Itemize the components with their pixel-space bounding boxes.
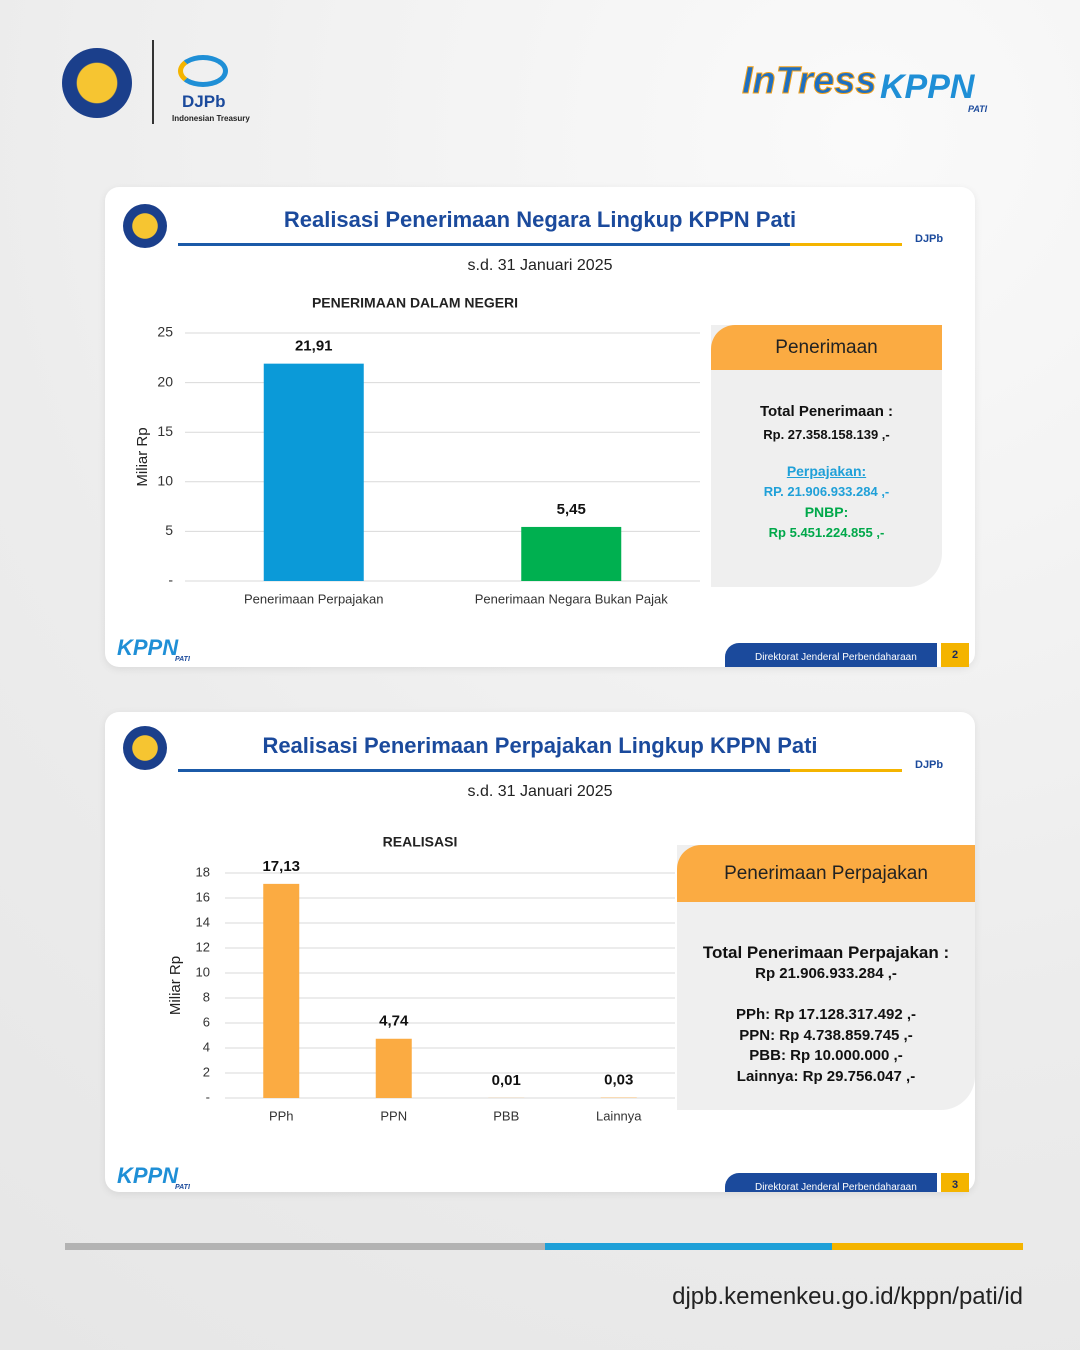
bar-decor xyxy=(832,1243,1023,1250)
intress-logo: InTress xyxy=(741,60,877,103)
djpb-logo: DJPb xyxy=(915,759,944,771)
panel-line: Rp 5.451.224.855 ,- xyxy=(768,525,885,540)
underline xyxy=(178,243,790,246)
slide-title: Realisasi Penerimaan Perpajakan Lingkup … xyxy=(262,733,818,758)
kppn-logo: KPPN xyxy=(117,635,179,660)
kppn-logo: KPPN xyxy=(117,1163,179,1188)
slide-date: s.d. 31 Januari 2025 xyxy=(467,257,613,274)
divider xyxy=(152,40,154,124)
panel-line: RP. 21.906.933.284 ,- xyxy=(763,484,890,499)
panel-line: PPh: Rp 17.128.317.492 ,- xyxy=(735,1006,917,1023)
panel-line: Rp 21.906.933.284 ,- xyxy=(755,965,897,982)
slide: Realisasi Penerimaan Perpajakan Lingkup … xyxy=(105,712,975,1193)
underline xyxy=(790,769,902,772)
slide-date: s.d. 31 Januari 2025 xyxy=(467,783,613,800)
emblem xyxy=(123,204,167,248)
panel-line: PPN: Rp 4.738.859.745 ,- xyxy=(739,1027,913,1044)
emblem xyxy=(123,726,167,770)
panel-line: Total Penerimaan Perpajakan : xyxy=(702,943,950,962)
djpb-mark xyxy=(178,55,228,87)
pati-logo: PATI xyxy=(175,1184,190,1191)
pati-logo: PATI xyxy=(968,104,988,114)
djpb-logo: DJPb xyxy=(182,92,226,111)
panel-line: Rp. 27.358.158.139 ,- xyxy=(763,427,890,442)
panel-line: Total Penerimaan : xyxy=(759,403,894,420)
info-panel: Penerimaan Perpajakan Total Penerimaan P… xyxy=(677,845,975,1110)
bar-decor xyxy=(545,1243,832,1250)
info-panel: Penerimaan Total Penerimaan : Rp. 27.358… xyxy=(711,325,942,587)
page-number: 2 xyxy=(941,643,969,667)
panel-line: Perpajakan: xyxy=(786,463,867,479)
bar-decor xyxy=(65,1243,545,1250)
slide: Realisasi Penerimaan Negara Lingkup KPPN… xyxy=(105,187,975,667)
page-number: 3 xyxy=(941,1173,969,1192)
djpb-logo: DJPb xyxy=(915,233,944,245)
panel-heading: Penerimaan Perpajakan xyxy=(677,845,975,902)
panel-line: PNBP: xyxy=(804,504,849,520)
url: djpb.kemenkeu.go.id/kppn/pati/id xyxy=(672,1283,1023,1310)
pati-logo: PATI xyxy=(175,656,190,663)
djpb-sub: Indonesian Treasury xyxy=(172,114,250,123)
footer: Direktorat Jenderal Perbendaharaan xyxy=(725,643,937,667)
footer: Direktorat Jenderal Perbendaharaan xyxy=(725,1173,937,1193)
kppn-logo: KPPN xyxy=(880,68,975,106)
underline xyxy=(790,243,902,246)
slide-title: Realisasi Penerimaan Negara Lingkup KPPN… xyxy=(283,207,797,232)
panel-line: Lainnya: Rp 29.756.047 ,- xyxy=(736,1068,916,1085)
underline xyxy=(178,769,790,772)
panel-line: PBB: Rp 10.000.000 ,- xyxy=(749,1047,903,1064)
panel-heading: Penerimaan xyxy=(711,325,942,370)
kemenkeu-emblem xyxy=(62,48,132,118)
